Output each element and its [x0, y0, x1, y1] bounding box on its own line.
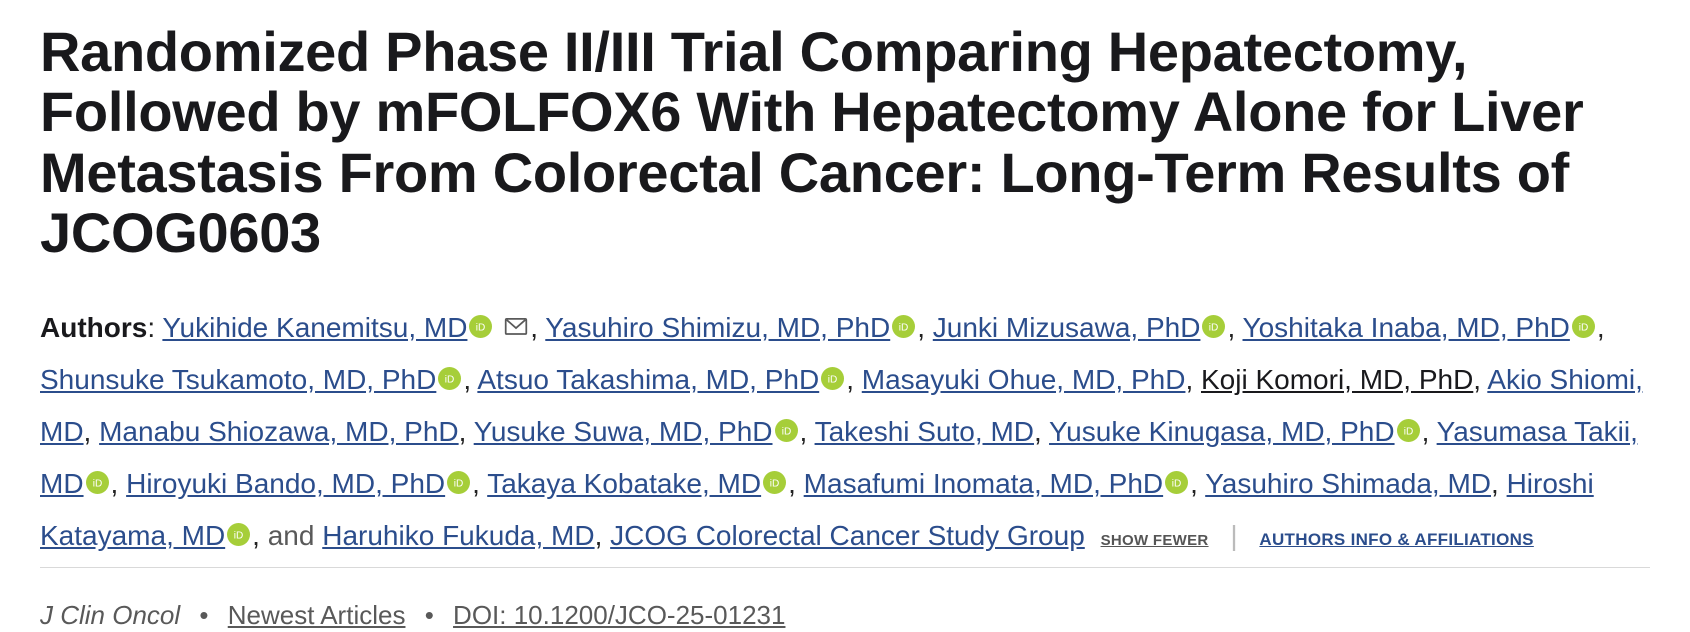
- svg-text:iD: iD: [1579, 322, 1589, 333]
- svg-text:iD: iD: [1209, 322, 1219, 333]
- svg-text:iD: iD: [234, 530, 244, 541]
- svg-text:iD: iD: [92, 478, 102, 489]
- svg-text:iD: iD: [445, 374, 455, 385]
- svg-text:iD: iD: [476, 322, 486, 333]
- svg-text:iD: iD: [899, 322, 909, 333]
- svg-text:iD: iD: [1172, 478, 1182, 489]
- svg-text:iD: iD: [828, 374, 838, 385]
- svg-text:iD: iD: [454, 478, 464, 489]
- svg-text:iD: iD: [770, 478, 780, 489]
- svg-text:iD: iD: [781, 426, 791, 437]
- svg-text:iD: iD: [1403, 426, 1413, 437]
